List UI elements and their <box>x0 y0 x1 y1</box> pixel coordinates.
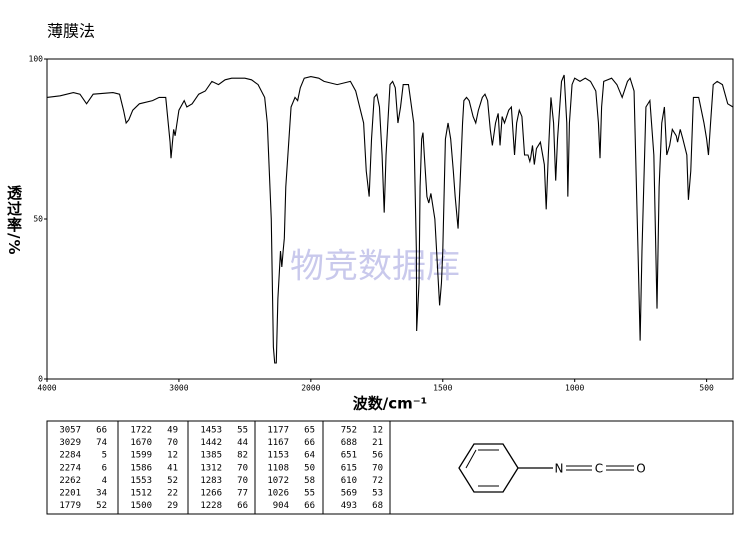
peak-transmittance: 56 <box>372 451 383 461</box>
peak-wavenumber: 2201 <box>59 489 81 499</box>
peak-wavenumber: 610 <box>341 476 357 486</box>
y-tick-label: 50 <box>33 215 43 224</box>
watermark: 物竞数据库 <box>290 247 460 287</box>
peak-transmittance: 66 <box>304 438 315 448</box>
peak-transmittance: 66 <box>237 501 248 511</box>
peak-transmittance: 68 <box>372 501 383 511</box>
peak-wavenumber: 1512 <box>130 489 152 499</box>
peak-wavenumber: 2262 <box>59 476 81 486</box>
peak-transmittance: 70 <box>237 476 248 486</box>
plot-frame <box>46 58 734 380</box>
peak-transmittance: 82 <box>237 451 248 461</box>
peak-wavenumber: 1108 <box>267 463 289 473</box>
peak-transmittance: 58 <box>304 476 315 486</box>
peak-transmittance: 6 <box>102 463 107 473</box>
peak-transmittance: 70 <box>372 463 383 473</box>
peak-wavenumber: 615 <box>341 463 357 473</box>
peak-wavenumber: 1312 <box>200 463 222 473</box>
peak-wavenumber: 1599 <box>130 451 152 461</box>
x-tick-label: 3000 <box>169 384 188 393</box>
peak-wavenumber: 1385 <box>200 451 222 461</box>
peak-wavenumber: 1072 <box>267 476 289 486</box>
chart-title: 薄膜法 <box>47 22 95 41</box>
peak-transmittance: 55 <box>304 489 315 499</box>
peak-wavenumber: 1266 <box>200 489 222 499</box>
x-tick-label: 2000 <box>301 384 320 393</box>
peak-wavenumber: 1779 <box>59 501 81 511</box>
peak-wavenumber: 569 <box>341 489 357 499</box>
y-axis-label: 透过率/% <box>5 185 23 256</box>
peak-wavenumber: 1500 <box>130 501 152 511</box>
peak-transmittance: 34 <box>96 489 107 499</box>
peak-transmittance: 4 <box>102 476 107 486</box>
x-tick-label: 1000 <box>565 384 584 393</box>
atom: C <box>595 462 603 476</box>
peak-transmittance: 70 <box>237 463 248 473</box>
peak-wavenumber: 3029 <box>59 438 81 448</box>
peak-wavenumber: 493 <box>341 501 357 511</box>
atom: O <box>636 462 645 476</box>
peak-transmittance: 52 <box>96 501 107 511</box>
peak-wavenumber: 1722 <box>130 426 152 436</box>
peak-transmittance: 55 <box>237 426 248 436</box>
peak-wavenumber: 1026 <box>267 489 289 499</box>
peak-wavenumber: 752 <box>341 426 357 436</box>
peak-wavenumber: 904 <box>273 501 289 511</box>
peak-wavenumber: 1228 <box>200 501 222 511</box>
peak-wavenumber: 1453 <box>200 426 222 436</box>
peak-wavenumber: 1283 <box>200 476 222 486</box>
benzene-ring <box>458 443 519 493</box>
x-axis-label: 波数/cm⁻¹ <box>353 395 428 413</box>
peak-transmittance: 5 <box>102 451 107 461</box>
peak-transmittance: 12 <box>372 426 383 436</box>
peak-transmittance: 64 <box>304 451 315 461</box>
atom: N <box>555 462 564 476</box>
peak-transmittance: 29 <box>167 501 178 511</box>
peak-wavenumber: 1153 <box>267 451 289 461</box>
peak-wavenumber: 2274 <box>59 463 81 473</box>
x-tick-label: 500 <box>699 384 714 393</box>
peak-transmittance: 21 <box>372 438 383 448</box>
peak-transmittance: 22 <box>167 489 178 499</box>
peak-transmittance: 50 <box>304 463 315 473</box>
x-tick-label: 4000 <box>37 384 56 393</box>
peak-wavenumber: 1670 <box>130 438 152 448</box>
peak-transmittance: 52 <box>167 476 178 486</box>
bond <box>465 449 477 469</box>
peak-wavenumber: 1177 <box>267 426 289 436</box>
peak-transmittance: 44 <box>237 438 248 448</box>
peak-wavenumber: 651 <box>341 451 357 461</box>
peak-wavenumber: 688 <box>341 438 357 448</box>
peak-transmittance: 74 <box>96 438 107 448</box>
peak-wavenumber: 1586 <box>130 463 152 473</box>
peak-wavenumber: 1167 <box>267 438 289 448</box>
peak-transmittance: 70 <box>167 438 178 448</box>
peak-transmittance: 49 <box>167 426 178 436</box>
peak-transmittance: 66 <box>96 426 107 436</box>
peak-transmittance: 77 <box>237 489 248 499</box>
peak-wavenumber: 2284 <box>59 451 81 461</box>
peak-wavenumber: 1553 <box>130 476 152 486</box>
peak-transmittance: 41 <box>167 463 178 473</box>
y-tick-label: 100 <box>29 55 44 64</box>
structure <box>458 443 634 493</box>
peak-transmittance: 65 <box>304 426 315 436</box>
peak-transmittance: 72 <box>372 476 383 486</box>
peak-wavenumber: 3057 <box>59 426 81 436</box>
peak-wavenumber: 1442 <box>200 438 222 448</box>
peak-transmittance: 66 <box>304 501 315 511</box>
peak-transmittance: 53 <box>372 489 383 499</box>
y-tick-label: 0 <box>38 375 43 384</box>
spectrum-line <box>46 74 734 364</box>
peak-transmittance: 12 <box>167 451 178 461</box>
x-tick-label: 1500 <box>433 384 452 393</box>
